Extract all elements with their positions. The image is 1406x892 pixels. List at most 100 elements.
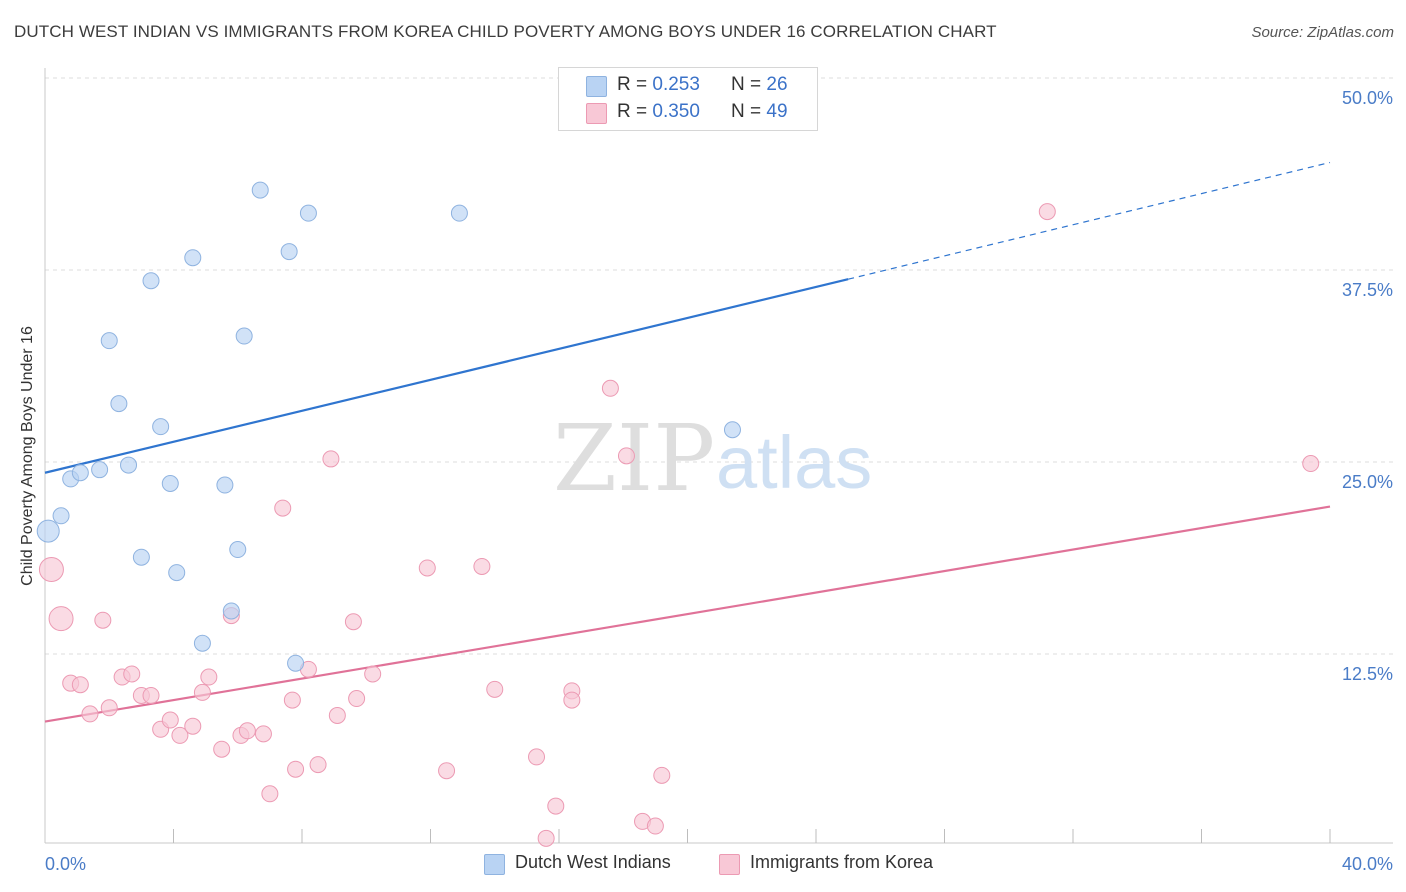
legend-label: Immigrants from Korea <box>750 852 934 872</box>
legend-r-label: R = <box>617 101 648 122</box>
data-point-dutch-west-indian <box>216 476 234 494</box>
data-point-dutch-west-indian <box>235 327 253 345</box>
data-point-korea <box>473 557 491 575</box>
data-point-korea <box>254 725 272 743</box>
data-point-korea <box>438 762 456 780</box>
data-point-korea <box>547 797 565 815</box>
data-point-dutch-west-indian <box>229 541 247 559</box>
data-point-korea <box>537 829 555 847</box>
legend-n-value: 49 <box>766 101 788 122</box>
watermark: ZIP atlas <box>553 405 872 512</box>
data-point-dutch-west-indian <box>132 548 150 566</box>
data-point-korea <box>344 613 362 631</box>
data-point-dutch-west-indian <box>193 634 211 652</box>
data-point-dutch-west-indian <box>222 602 240 620</box>
correlation-legend: R = 0.253 N = 26 R = 0.350 N = 49 <box>558 67 818 131</box>
data-point-dutch-west-indian <box>36 519 60 543</box>
data-point-dutch-west-indian <box>280 243 298 261</box>
legend-swatch-blue <box>484 854 505 875</box>
data-point-korea <box>200 668 218 686</box>
data-point-korea <box>418 559 436 577</box>
data-point-korea <box>193 683 211 701</box>
legend-n: N = 26 <box>731 74 788 96</box>
chart-title: DUTCH WEST INDIAN VS IMMIGRANTS FROM KOR… <box>14 22 997 41</box>
data-point-korea <box>486 680 504 698</box>
data-point-dutch-west-indian <box>52 507 70 525</box>
x-tick-label: 40.0% <box>1342 854 1393 874</box>
data-point-korea <box>287 760 305 778</box>
data-point-korea <box>142 686 160 704</box>
data-point-dutch-west-indian <box>100 332 118 350</box>
legend-n-label: N = <box>731 101 762 122</box>
trend-line-immigrants-from-korea <box>44 505 1331 723</box>
y-tick-label: 50.0% <box>1342 88 1393 108</box>
data-point-korea <box>71 676 89 694</box>
trend-lines <box>44 161 1331 723</box>
data-point-dutch-west-indian <box>299 204 317 222</box>
data-point-korea <box>94 611 112 629</box>
data-point-dutch-west-indian <box>120 456 138 474</box>
data-point-korea <box>617 447 635 465</box>
axes <box>44 68 1393 844</box>
data-point-korea <box>563 691 581 709</box>
y-tick-label: 37.5% <box>1342 280 1393 300</box>
data-point-korea <box>646 817 664 835</box>
data-point-dutch-west-indian <box>287 654 305 672</box>
data-point-dutch-west-indian <box>152 418 170 436</box>
legend-swatch-blue <box>586 76 607 97</box>
y-tick-label: 12.5% <box>1342 664 1393 684</box>
source-label: Source: ZipAtlas.com <box>1251 24 1394 41</box>
legend-swatch-pink <box>586 103 607 124</box>
data-point-korea <box>38 557 64 583</box>
legend-n-value: 26 <box>766 74 788 95</box>
legend-r-label: R = <box>617 74 648 95</box>
data-point-korea <box>261 785 279 803</box>
data-point-korea <box>1038 203 1056 221</box>
legend-r: R = 0.350 <box>617 101 700 123</box>
x-tick-label: 0.0% <box>45 854 86 874</box>
trend-line-dutch-west-indians <box>44 278 849 474</box>
data-point-dutch-west-indian <box>161 475 179 493</box>
data-point-korea <box>161 711 179 729</box>
data-point-korea <box>653 766 671 784</box>
data-point-korea <box>171 726 189 744</box>
data-point-korea <box>123 665 141 683</box>
grid-lines <box>45 77 1393 655</box>
legend-swatch-pink <box>719 854 740 875</box>
data-point-korea <box>238 722 256 740</box>
legend-n-label: N = <box>731 74 762 95</box>
watermark-atlas: atlas <box>716 421 872 504</box>
legend-r-value: 0.350 <box>652 101 700 122</box>
data-point-korea <box>328 706 346 724</box>
data-point-dutch-west-indian <box>71 464 89 482</box>
data-point-dutch-west-indian <box>184 249 202 267</box>
legend-r-value: 0.253 <box>652 74 700 95</box>
data-point-dutch-west-indian <box>91 461 109 479</box>
data-point-korea <box>348 690 366 708</box>
data-point-dutch-west-indian <box>723 421 741 439</box>
data-point-korea <box>48 606 74 632</box>
data-point-korea <box>528 748 546 766</box>
legend-label: Dutch West Indians <box>515 852 671 872</box>
data-point-korea <box>309 756 327 774</box>
legend-n: N = 49 <box>731 101 788 123</box>
data-point-dutch-west-indian <box>450 204 468 222</box>
legend-r: R = 0.253 <box>617 74 700 96</box>
data-point-korea <box>81 705 99 723</box>
data-point-korea <box>1302 455 1320 473</box>
data-point-korea <box>100 699 118 717</box>
trend-line-dutch-west-indians-projection <box>847 161 1331 280</box>
y-axis-label: Child Poverty Among Boys Under 16 <box>19 326 36 586</box>
data-point-dutch-west-indian <box>110 395 128 413</box>
data-point-dutch-west-indian <box>251 181 269 199</box>
y-tick-label: 25.0% <box>1342 472 1393 492</box>
data-point-dutch-west-indian <box>142 272 160 290</box>
data-point-korea <box>601 379 619 397</box>
tick-labels: 12.5% 25.0% 37.5% 50.0% 0.0% 40.0% <box>45 88 1393 874</box>
data-point-korea <box>364 665 382 683</box>
data-point-dutch-west-indian <box>168 564 186 582</box>
data-point-korea <box>322 450 340 468</box>
data-point-korea <box>213 740 231 758</box>
data-point-korea <box>274 499 292 517</box>
